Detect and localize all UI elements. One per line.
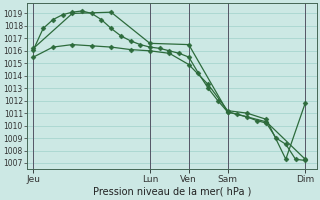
X-axis label: Pression niveau de la mer( hPa ): Pression niveau de la mer( hPa ) xyxy=(92,187,251,197)
